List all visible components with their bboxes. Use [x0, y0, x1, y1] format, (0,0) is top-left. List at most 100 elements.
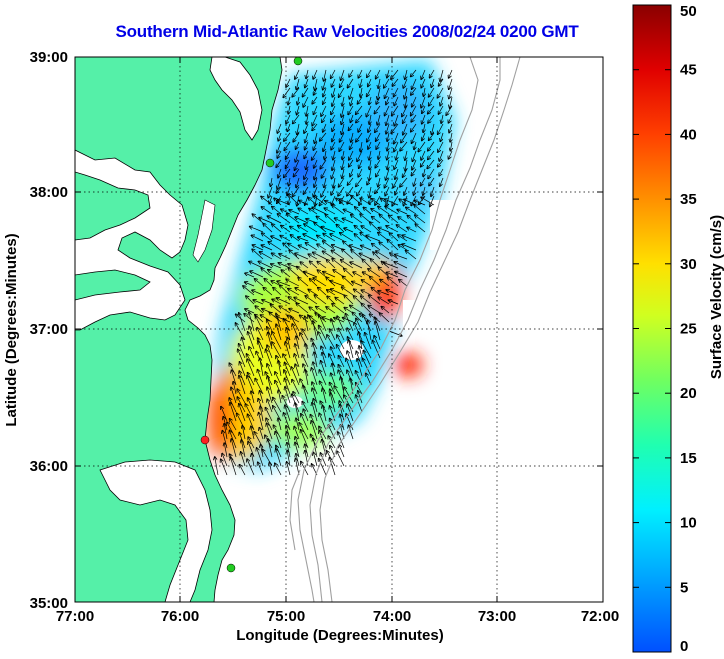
velocity-arrow	[394, 132, 399, 144]
velocity-arrow	[339, 199, 354, 206]
velocity-arrow	[314, 177, 318, 187]
velocity-arrow	[312, 123, 318, 131]
velocity-arrow	[239, 404, 246, 422]
velocity-arrow	[405, 250, 417, 260]
velocity-arrow	[303, 96, 309, 107]
velocity-arrow	[294, 426, 300, 440]
velocity-arrow	[330, 393, 336, 413]
velocity-arrow	[288, 243, 300, 251]
velocity-arrow	[251, 426, 255, 440]
velocity-arrow	[295, 217, 309, 224]
velocity-arrow	[366, 373, 372, 386]
velocity-arrow	[322, 114, 327, 123]
velocity-arrow	[399, 279, 408, 287]
velocity-arrow	[247, 359, 255, 377]
velocity-arrow	[231, 439, 237, 458]
velocity-arrow	[244, 314, 255, 323]
velocity-arrow	[330, 289, 345, 296]
velocity-arrow	[271, 253, 282, 260]
velocity-arrow	[312, 114, 318, 126]
velocity-arrow	[394, 114, 399, 126]
velocity-arrow	[378, 177, 380, 187]
velocity-arrow	[335, 297, 345, 305]
velocity-arrow	[239, 371, 246, 386]
velocity-arrow	[295, 364, 300, 377]
velocity-arrow	[295, 344, 300, 359]
velocity-arrow	[394, 141, 399, 152]
y-tick-label: 39:00	[30, 49, 68, 66]
velocity-arrow	[319, 195, 327, 206]
velocity-arrow	[341, 105, 345, 117]
velocity-arrow	[376, 141, 381, 149]
y-tick-label: 36:00	[30, 458, 68, 475]
velocity-arrow	[306, 105, 308, 116]
velocity-arrow	[363, 207, 372, 215]
velocity-arrow	[328, 425, 336, 440]
velocity-arrow	[304, 168, 309, 179]
velocity-arrow	[239, 313, 246, 332]
velocity-arrow	[338, 186, 345, 196]
velocity-arrow	[308, 198, 318, 206]
velocity-arrow	[331, 250, 345, 260]
velocity-arrow	[284, 132, 291, 141]
velocity-arrow	[394, 96, 399, 106]
velocity-arrow	[357, 150, 363, 162]
velocity-arrow	[323, 141, 327, 152]
velocity-arrow	[350, 305, 363, 314]
velocity-arrow	[374, 336, 381, 350]
velocity-arrow	[360, 141, 362, 152]
y-tick-label: 38:00	[30, 184, 68, 201]
velocity-arrow	[421, 96, 426, 108]
velocity-arrow	[268, 270, 282, 278]
velocity-arrow	[360, 78, 362, 88]
velocity-arrow	[358, 69, 363, 78]
velocity-arrow	[311, 368, 318, 386]
velocity-arrow	[358, 168, 363, 177]
velocity-arrow	[319, 325, 327, 341]
velocity-arrow	[362, 259, 372, 269]
velocity-arrow	[323, 96, 327, 104]
colorbar-tick-label: 45	[680, 62, 697, 79]
velocity-arrow	[376, 69, 381, 79]
velocity-arrow	[271, 264, 282, 269]
velocity-arrow	[359, 253, 372, 260]
y-axis-label: Latitude (Degrees:Minutes)	[3, 233, 20, 426]
velocity-arrow	[338, 355, 345, 368]
velocity-arrow	[305, 243, 318, 251]
velocity-arrow	[384, 105, 390, 116]
velocity-arrow	[303, 234, 318, 242]
velocity-arrow	[448, 114, 453, 123]
velocity-arrow	[305, 296, 318, 305]
velocity-arrow	[437, 87, 444, 98]
velocity-arrow	[404, 87, 408, 99]
velocity-arrow	[367, 321, 372, 341]
velocity-arrow	[314, 295, 327, 305]
velocity-arrow	[366, 105, 372, 117]
velocity-arrow	[340, 404, 345, 422]
velocity-arrow	[331, 168, 336, 179]
velocity-arrow	[284, 362, 291, 377]
velocity-arrow	[386, 114, 390, 126]
velocity-arrow	[312, 207, 327, 215]
velocity-arrow	[375, 123, 381, 133]
velocity-arrow	[224, 443, 228, 458]
radar-site-marker	[293, 57, 303, 66]
velocity-arrow	[268, 242, 282, 251]
velocity-arrow	[412, 150, 417, 162]
velocity-arrow	[311, 421, 318, 440]
velocity-arrow	[263, 288, 273, 296]
velocity-arrow	[297, 96, 299, 105]
velocity-arrow	[450, 132, 452, 142]
velocity-arrow	[338, 87, 345, 97]
velocity-arrow	[349, 87, 354, 99]
velocity-arrow	[403, 123, 408, 135]
delaware-bay	[209, 57, 263, 141]
velocity-arrow	[413, 186, 416, 195]
velocity-arrow	[237, 389, 246, 404]
velocity-arrow	[304, 150, 309, 159]
velocity-arrow	[378, 291, 390, 296]
velocity-arrow	[341, 69, 345, 81]
velocity-arrow	[342, 96, 344, 106]
velocity-arrow	[403, 78, 408, 88]
velocity-arrow	[270, 304, 282, 314]
